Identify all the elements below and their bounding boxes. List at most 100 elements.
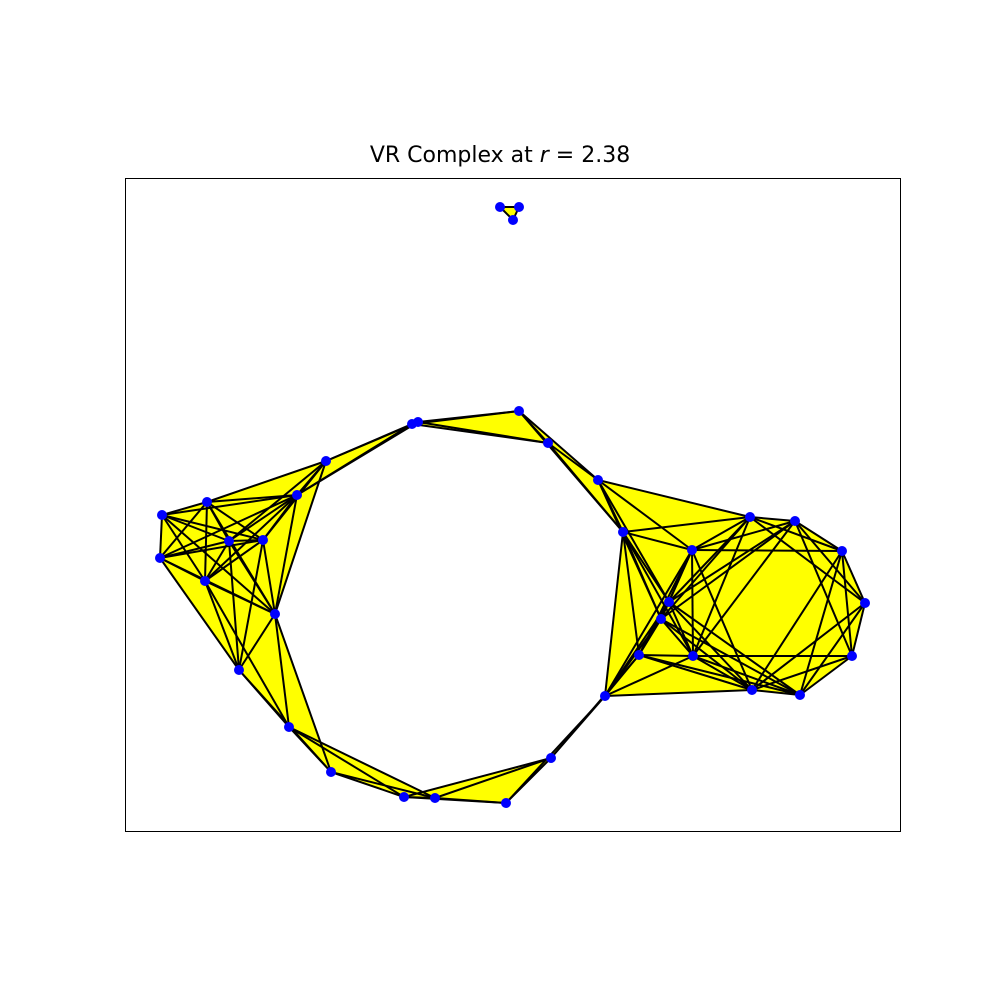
triangles-layer bbox=[160, 207, 865, 803]
simplex-edge bbox=[325, 423, 413, 462]
simplex-edge bbox=[204, 580, 240, 671]
simplex-edge bbox=[668, 601, 694, 657]
simplex-edge bbox=[622, 531, 693, 551]
simplex-edge bbox=[604, 549, 693, 697]
vertex-point bbox=[495, 202, 505, 212]
simplex-edge bbox=[206, 501, 264, 541]
simplex-edge bbox=[547, 442, 599, 481]
simplex-edge bbox=[622, 531, 640, 656]
simplex-edge bbox=[434, 757, 552, 799]
simplex-triangle bbox=[435, 758, 551, 803]
simplex-edge bbox=[794, 520, 866, 604]
simplex-edge bbox=[604, 655, 694, 697]
simplex-edge bbox=[668, 520, 796, 603]
simplex-edge bbox=[262, 494, 298, 541]
simplex-edge bbox=[622, 531, 662, 620]
simplex-edge bbox=[204, 539, 264, 582]
simplex-edge bbox=[206, 494, 298, 503]
simplex-edge bbox=[751, 550, 843, 691]
simplex-triangle bbox=[639, 602, 693, 656]
vertex-point bbox=[600, 691, 610, 701]
simplex-edge bbox=[411, 423, 549, 444]
simplex-edge bbox=[692, 655, 753, 691]
simplex-edge bbox=[228, 540, 276, 615]
simplex-edge bbox=[794, 520, 843, 552]
simplex-edge bbox=[159, 501, 208, 559]
simplex-edge bbox=[660, 618, 801, 696]
simplex-edge bbox=[161, 514, 230, 542]
simplex-edge bbox=[274, 494, 298, 615]
vertex-point bbox=[292, 490, 302, 500]
simplex-edge bbox=[841, 550, 853, 657]
simplex-edge bbox=[411, 410, 520, 425]
simplex-edge bbox=[668, 601, 753, 691]
vertex-point bbox=[258, 535, 268, 545]
vertex-point bbox=[234, 665, 244, 675]
vertex-point bbox=[837, 546, 847, 556]
vertex-point bbox=[664, 597, 674, 607]
simplex-edge bbox=[597, 479, 693, 551]
simplex-triangle bbox=[412, 411, 548, 443]
simplex-edge bbox=[751, 689, 801, 696]
simplex-edge bbox=[597, 479, 751, 518]
simplex-edge bbox=[238, 613, 276, 671]
simplex-edge bbox=[204, 501, 208, 582]
simplex-edge bbox=[638, 654, 753, 691]
vertex-point bbox=[284, 722, 294, 732]
simplex-edge bbox=[434, 797, 507, 804]
simplex-edge bbox=[288, 726, 332, 773]
simplex-edge bbox=[692, 520, 796, 657]
figure-title: VR Complex at r = 2.38 bbox=[0, 143, 1000, 168]
vertex-point bbox=[546, 753, 556, 763]
simplex-edge bbox=[228, 539, 264, 542]
simplex-edge bbox=[691, 549, 694, 657]
simplex-edge bbox=[692, 516, 751, 657]
vertex-point bbox=[501, 798, 511, 808]
simplex-edge bbox=[518, 410, 599, 481]
vertex-point bbox=[157, 510, 167, 520]
simplex-edge bbox=[749, 516, 796, 522]
simplex-edge bbox=[691, 520, 796, 551]
title-radius-symbol: r bbox=[539, 143, 549, 168]
vertex-point bbox=[155, 553, 165, 563]
simplex-edge bbox=[204, 580, 276, 615]
simplex-edge bbox=[668, 549, 693, 603]
simplex-triangle bbox=[661, 602, 752, 690]
simplex-edge bbox=[604, 531, 624, 697]
simplex-triangle bbox=[669, 521, 795, 656]
simplex-edge bbox=[330, 771, 405, 798]
vertex-point bbox=[634, 650, 644, 660]
simplex-edge bbox=[274, 460, 327, 615]
vertex-point bbox=[200, 576, 210, 586]
simplex-edge bbox=[159, 514, 163, 559]
simplex-edge bbox=[749, 516, 843, 552]
vertex-point bbox=[321, 456, 331, 466]
vertex-point bbox=[860, 598, 870, 608]
axes-frame bbox=[125, 178, 901, 832]
simplex-edge bbox=[638, 654, 801, 696]
simplex-edge bbox=[161, 494, 298, 516]
simplex-edge bbox=[799, 655, 853, 696]
vertex-point bbox=[747, 685, 757, 695]
vertex-point bbox=[399, 792, 409, 802]
simplex-edge bbox=[851, 602, 866, 657]
simplex-edge bbox=[799, 602, 866, 696]
vertex-point bbox=[656, 614, 666, 624]
simplex-edge bbox=[597, 479, 670, 603]
vertices-layer bbox=[155, 202, 870, 808]
vertex-point bbox=[795, 690, 805, 700]
simplex-edge bbox=[288, 726, 436, 799]
simplex-edge bbox=[159, 557, 240, 671]
simplex-edge bbox=[604, 689, 753, 697]
simplex-edge bbox=[161, 514, 206, 582]
simplex-edge bbox=[204, 580, 290, 728]
title-prefix: VR Complex at bbox=[369, 143, 540, 168]
simplex-edge bbox=[161, 514, 276, 615]
edges-layer bbox=[159, 206, 866, 804]
simplex-edge bbox=[660, 520, 796, 620]
vertex-point bbox=[593, 475, 603, 485]
simplex-edge bbox=[262, 539, 276, 615]
vertex-point bbox=[224, 536, 234, 546]
vertex-point bbox=[514, 202, 524, 212]
